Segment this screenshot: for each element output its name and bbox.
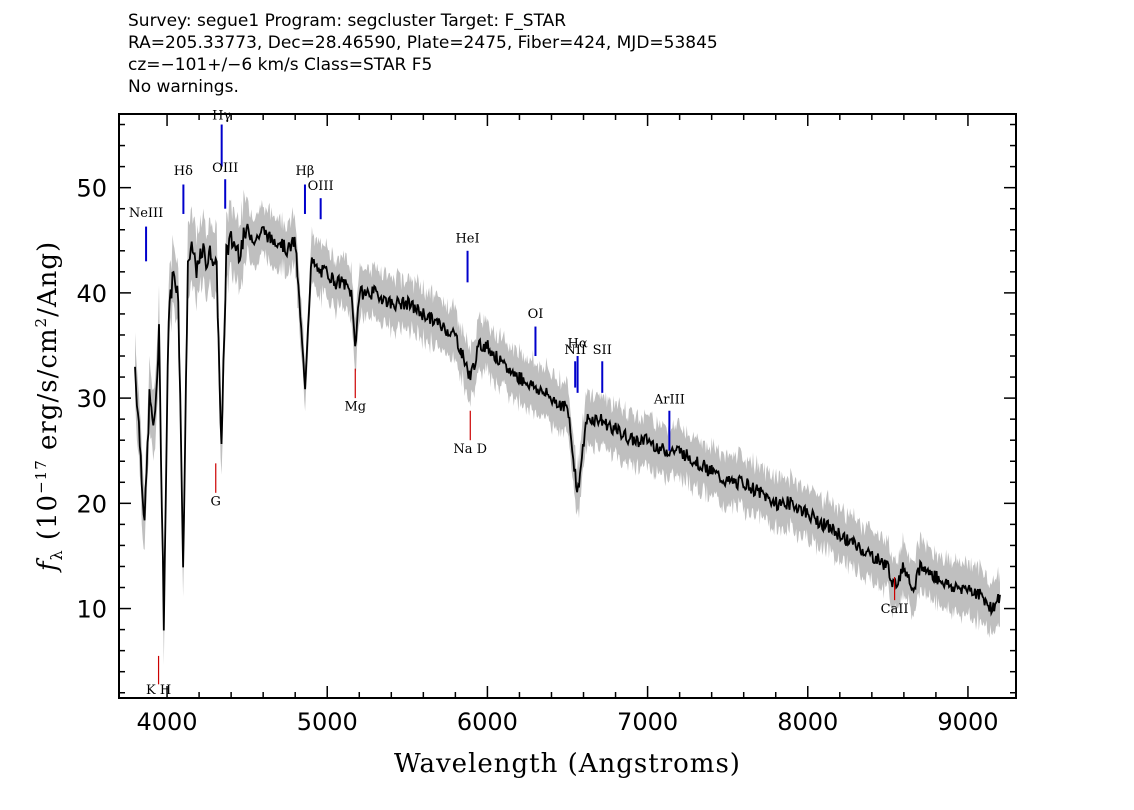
line-label-ariii: ArIII: [653, 392, 685, 407]
x-tick-label: 9000: [937, 708, 998, 736]
line-label-hei: HeI: [455, 231, 479, 246]
axes-layer: 4000 5000 6000 7000 8000 9000 10 20 30 40 50: [76, 113, 1017, 736]
y-tick-label: 40: [76, 280, 107, 308]
header-coords-line: RA=205.33773, Dec=28.46590, Plate=2475, …: [128, 33, 718, 53]
y-tick-label: 30: [76, 385, 107, 413]
x-tick-label: 7000: [617, 708, 678, 736]
error-band-layer: [135, 189, 1000, 666]
line-label-oiii: OIII: [212, 161, 238, 176]
line-label-g: G: [211, 494, 221, 509]
x-axis-label: Wavelength (Angstroms): [394, 749, 741, 779]
line-label-hβ: Hβ: [296, 164, 315, 179]
y-tick-label: 50: [76, 175, 107, 203]
line-label-oiii: OIII: [308, 179, 334, 194]
line-label-sii: SII: [593, 343, 612, 358]
line-label-hδ: Hδ: [174, 164, 193, 179]
line-label-na-d: Na D: [453, 442, 487, 457]
header-redshift-line: cz=−101+/−6 km/s Class=STAR F5: [128, 55, 433, 75]
flux-layer: [134, 223, 1001, 631]
spectrum-header: Survey: segue1 Program: segcluster Targe…: [128, 10, 718, 98]
line-label-k-h: K H: [146, 683, 171, 698]
x-tick-label: 4000: [137, 708, 198, 736]
y-tick-label: 20: [76, 490, 107, 518]
header-warnings-line: No warnings.: [128, 77, 239, 97]
line-label-nii: NII: [564, 343, 586, 358]
x-tick-label: 5000: [297, 708, 358, 736]
line-label-neiii: NeIII: [129, 206, 163, 221]
x-tick-label: 8000: [777, 708, 838, 736]
flux-error-band: [135, 189, 1000, 666]
x-tick-label: 6000: [457, 708, 518, 736]
flux-series-line: [134, 223, 1001, 631]
header-survey-line: Survey: segue1 Program: segcluster Targe…: [128, 11, 567, 31]
line-label-mg: Mg: [344, 400, 366, 415]
line-label-hγ: Hγ: [212, 108, 231, 123]
y-axis-label: fλ (10−17 erg/s/cm2/Ang): [32, 241, 66, 573]
line-label-caii: CaII: [881, 602, 909, 617]
line-label-hα: Hα: [568, 337, 588, 352]
plot-frame: [118, 113, 1017, 699]
y-tick-label: 10: [76, 596, 107, 624]
line-label-oi: OI: [528, 307, 544, 322]
